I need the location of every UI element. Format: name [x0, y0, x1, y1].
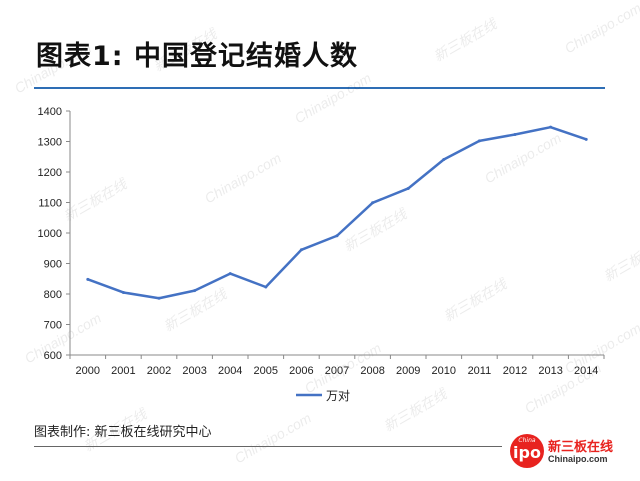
legend-label: 万对	[326, 389, 350, 403]
data-point	[513, 132, 517, 136]
data-point	[193, 289, 197, 293]
x-tick-label: 2014	[574, 365, 598, 377]
x-tick-label: 2004	[218, 365, 242, 377]
page-title: 图表1: 中国登记结婚人数	[36, 41, 358, 72]
logo-site: Chinaipo.com	[548, 454, 608, 464]
data-point	[442, 157, 446, 161]
y-tick-label: 800	[44, 289, 62, 301]
y-tick-label: 1300	[38, 137, 62, 149]
chart-axes	[69, 111, 604, 356]
logo-badge-main: ipo	[513, 443, 541, 462]
x-tick-label: 2002	[147, 365, 171, 377]
data-point	[335, 234, 339, 238]
x-tick-label: 2009	[396, 365, 420, 377]
data-point	[299, 248, 303, 252]
data-point	[371, 201, 375, 205]
x-tick-label: 2013	[538, 365, 562, 377]
x-tick-label: 2001	[111, 365, 135, 377]
x-tick-label: 2011	[468, 365, 492, 377]
data-point	[406, 186, 410, 190]
data-point	[86, 277, 90, 281]
chart-series	[86, 125, 588, 300]
y-tick-label: 600	[44, 350, 62, 362]
y-tick-label: 1400	[38, 106, 62, 118]
footer-divider	[34, 446, 502, 447]
x-tick-label: 2008	[360, 365, 384, 377]
data-point	[549, 125, 553, 129]
chart-legend: 万对	[296, 389, 350, 403]
data-point	[584, 137, 588, 141]
y-tick-label: 1100	[38, 198, 62, 210]
x-tick-label: 2007	[325, 365, 349, 377]
chinaipo-logo: China ipo 新三板在线 Chinaipo.com	[510, 433, 620, 471]
logo-name: 新三板在线	[548, 440, 614, 455]
x-axis-ticks: 2000 2001 2002 2003 2004 2005 2006 2007 2008 2009…	[69, 355, 605, 377]
y-tick-label: 1000	[38, 228, 62, 240]
data-point	[264, 285, 268, 289]
data-point	[228, 272, 232, 276]
y-tick-label: 700	[44, 320, 62, 332]
source-note: 图表制作: 新三板在线研究中心	[34, 425, 212, 440]
x-tick-label: 2006	[289, 365, 313, 377]
title-divider	[34, 87, 605, 89]
y-axis-ticks: 600 700 800 900 1000 1100 1200 1300 1400	[38, 106, 70, 362]
data-point	[121, 290, 125, 294]
logo-badge-top: China	[518, 437, 536, 444]
y-tick-label: 1200	[38, 167, 62, 179]
logo-badge: China ipo	[510, 434, 544, 468]
series-line	[86, 125, 588, 300]
x-tick-label: 2010	[432, 365, 456, 377]
data-point	[157, 296, 161, 300]
x-tick-label: 2000	[76, 365, 100, 377]
x-tick-label: 2003	[182, 365, 206, 377]
data-point	[477, 139, 481, 143]
y-tick-label: 900	[44, 259, 62, 271]
x-tick-label: 2012	[503, 365, 527, 377]
x-tick-label: 2005	[254, 365, 278, 377]
